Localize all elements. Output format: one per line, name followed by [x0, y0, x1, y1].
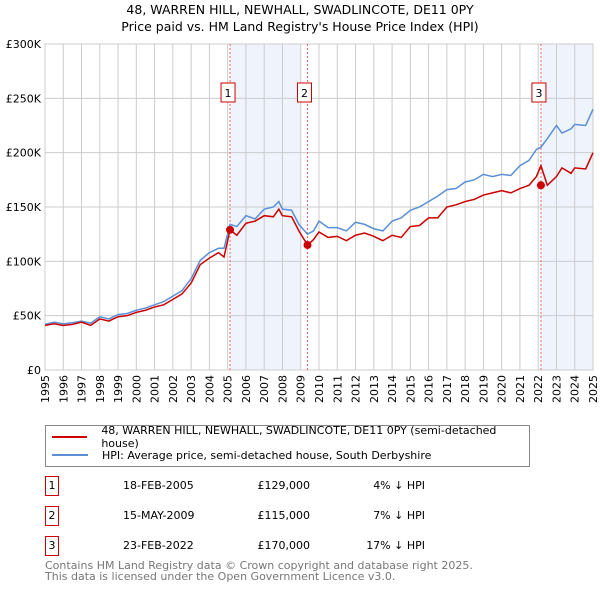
- sale-label-box: [296, 82, 312, 103]
- sale-price: £129,000: [257, 479, 311, 492]
- sale-date: 15-MAY-2009: [123, 509, 195, 522]
- legend-swatch-property: [52, 436, 88, 438]
- x-tick-label: 2022: [532, 375, 545, 403]
- sale-badge: 2: [45, 506, 59, 526]
- x-tick-label: 2003: [185, 375, 198, 403]
- legend-label-hpi: HPI: Average price, semi-detached house,…: [102, 448, 432, 462]
- x-tick-label: 1996: [57, 375, 70, 403]
- sale-hpi: 4% ↓ HPI: [373, 479, 425, 492]
- x-tick-label: 2016: [423, 375, 436, 403]
- sale-date: 23-FEB-2022: [123, 539, 194, 552]
- x-tick-label: 2010: [313, 375, 326, 403]
- y-tick-label: £150K: [6, 201, 42, 214]
- x-tick-label: 1995: [39, 375, 52, 403]
- x-tick-label: 1999: [112, 375, 125, 403]
- sale-row: 2 15-MAY-2009 £115,000 7% ↓ HPI: [45, 506, 445, 526]
- sale-label: 2: [301, 87, 308, 100]
- plot-border: [44, 43, 594, 371]
- x-tick-label: 1997: [76, 375, 89, 403]
- sale-point: [536, 181, 545, 190]
- sale-label-box: [531, 82, 547, 103]
- property-line: [44, 152, 594, 327]
- x-tick-label: 2009: [295, 375, 308, 403]
- x-tick-label: 2014: [386, 375, 399, 403]
- legend-label-property: 48, WARREN HILL, NEWHALL, SWADLINCOTE, D…: [101, 424, 497, 450]
- sale-label: 1: [225, 87, 232, 100]
- footer-copyright: Contains HM Land Registry data © Crown c…: [45, 559, 473, 572]
- x-tick-label: 2013: [368, 375, 381, 403]
- hpi-line: [44, 108, 594, 326]
- sale-badge: 1: [45, 476, 59, 496]
- x-tick-label: 2007: [258, 375, 271, 403]
- legend-swatch-hpi: [52, 454, 88, 456]
- chart-subtitle: Price paid vs. HM Land Registry's House …: [121, 19, 479, 34]
- sale-point: [226, 225, 235, 234]
- y-tick-label: £50K: [13, 310, 42, 323]
- y-tick-label: £100K: [6, 255, 42, 268]
- sale-point: [303, 241, 312, 250]
- sale-price: £170,000: [257, 539, 311, 552]
- chart-title: 48, WARREN HILL, NEWHALL, SWADLINCOTE, D…: [126, 2, 474, 17]
- sale-row: 3 23-FEB-2022 £170,000 17% ↓ HPI: [45, 536, 445, 556]
- x-tick-label: 2001: [149, 375, 162, 403]
- sale-price: £115,000: [257, 509, 311, 522]
- plot-area: 1995 1996 1997 1998 1999 2000 2001 2002 2003 2004…: [6, 38, 600, 403]
- footer: Contains HM Land Registry data © Crown c…: [45, 560, 473, 582]
- x-tick-label: 2025: [587, 375, 600, 403]
- x-tick-label: 2017: [441, 375, 454, 403]
- sale-label-box: [220, 82, 236, 103]
- x-tick-label: 2024: [569, 375, 582, 403]
- x-tick-label: 1998: [94, 375, 107, 403]
- y-tick-label: £200K: [6, 147, 42, 160]
- x-tick-label: 2019: [477, 375, 490, 403]
- x-tick-label: 2021: [514, 375, 527, 403]
- sale-row: 1 18-FEB-2005 £129,000 4% ↓ HPI: [45, 476, 445, 496]
- sale-label: 3: [535, 87, 542, 100]
- x-tick-label: 2000: [130, 375, 143, 403]
- footer-licence: This data is licensed under the Open Gov…: [45, 570, 396, 583]
- x-tick-label: 2012: [350, 375, 363, 403]
- x-tick-label: 2006: [240, 375, 253, 403]
- y-tick-label: £0: [27, 364, 41, 377]
- y-tick-label: £300K: [6, 38, 42, 51]
- sale-badge: 3: [45, 536, 59, 556]
- x-tick-label: 2008: [276, 375, 289, 403]
- sale-hpi: 7% ↓ HPI: [373, 509, 425, 522]
- x-tick-label: 2004: [203, 375, 216, 403]
- legend: 48, WARREN HILL, NEWHALL, SWADLINCOTE, D…: [45, 424, 530, 467]
- sale-hpi: 17% ↓ HPI: [366, 539, 425, 552]
- x-tick-label: 2018: [459, 375, 472, 403]
- x-tick-label: 2020: [496, 375, 509, 403]
- sale-date: 18-FEB-2005: [123, 479, 194, 492]
- y-tick-label: £250K: [6, 92, 42, 105]
- x-tick-label: 2023: [550, 375, 563, 403]
- x-tick-label: 2002: [167, 375, 180, 403]
- x-tick-label: 2011: [331, 375, 344, 403]
- x-tick-label: 2005: [222, 375, 235, 403]
- x-tick-label: 2015: [404, 375, 417, 403]
